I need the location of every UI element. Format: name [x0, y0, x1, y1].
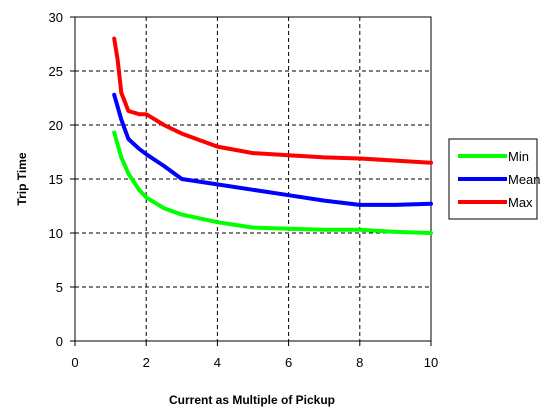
x-tick-label: 10	[424, 355, 438, 370]
legend: Min Mean Max	[448, 138, 541, 220]
series-group	[112, 36, 433, 235]
x-tick-label: 4	[214, 355, 221, 370]
x-tick-label: 0	[71, 355, 78, 370]
gridlines	[75, 17, 431, 341]
tick-labels: 0 2 4 6 8 10 0 5 10 15 20 25 30	[49, 10, 439, 370]
y-tick-label: 15	[49, 172, 63, 187]
y-tick-label: 0	[56, 334, 63, 349]
series-line-max	[112, 36, 433, 165]
y-tick-label: 10	[49, 226, 63, 241]
x-tick-label: 8	[356, 355, 363, 370]
series-line-min	[112, 130, 433, 235]
y-tick-label: 30	[49, 10, 63, 25]
x-tick-label: 6	[285, 355, 292, 370]
series-line-mean	[112, 92, 433, 207]
y-tick-label: 5	[56, 280, 63, 295]
legend-label-min: Min	[508, 149, 529, 164]
x-axis-title: Current as Multiple of Pickup	[169, 393, 335, 407]
y-axis-title: Trip Time	[15, 152, 29, 205]
legend-label-max: Max	[508, 195, 533, 210]
y-tick-label: 20	[49, 118, 63, 133]
legend-label-mean: Mean	[508, 172, 541, 187]
x-tick-label: 2	[143, 355, 150, 370]
y-tick-label: 25	[49, 64, 63, 79]
axes	[70, 16, 432, 346]
